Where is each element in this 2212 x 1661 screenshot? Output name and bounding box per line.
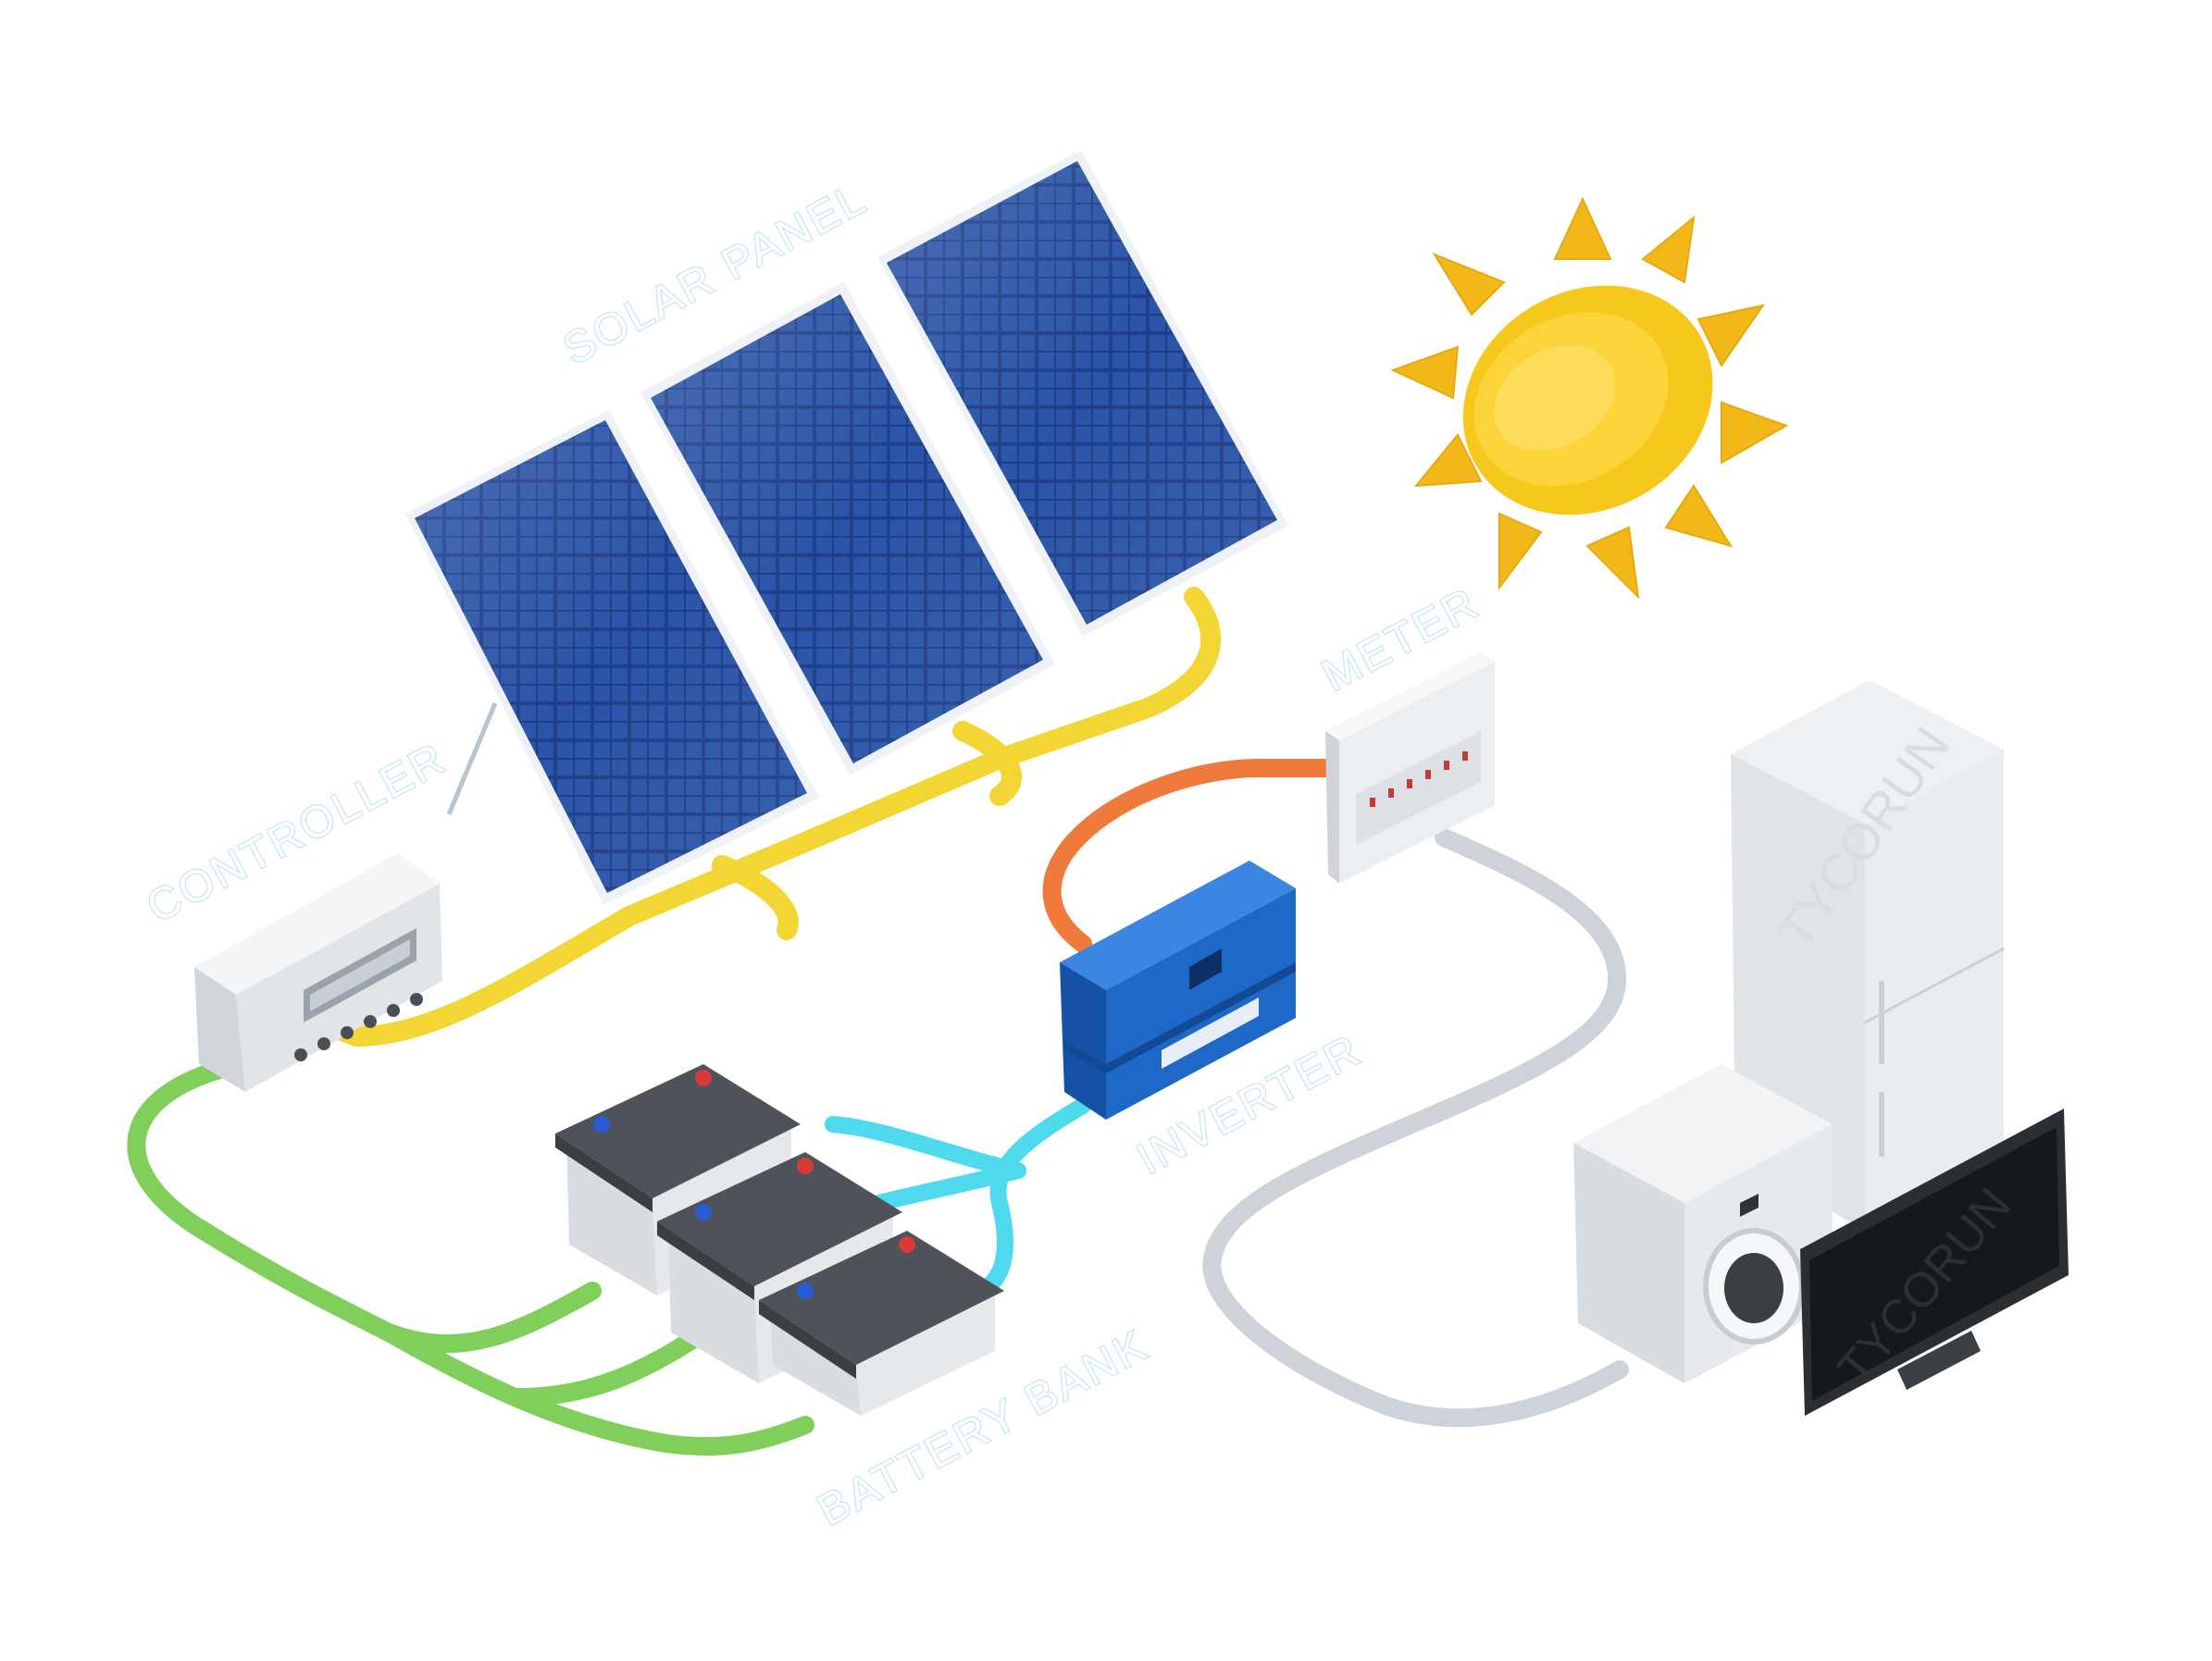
charge-controller <box>194 853 442 1092</box>
wire-inverter-to-meter <box>1042 758 1342 953</box>
battery-bank <box>555 1064 1004 1416</box>
meter-breakers <box>1370 751 1468 807</box>
wire-panel-to-controller <box>323 587 1222 1047</box>
solar-panel-2 <box>640 282 1055 775</box>
washing-machine <box>1573 1064 1833 1383</box>
washer-display <box>1740 1194 1758 1217</box>
controller-terminals <box>294 993 423 1061</box>
solar-panel-array <box>405 150 1288 905</box>
solar-panel-1 <box>405 410 819 905</box>
wire-meter-to-appliances <box>1202 828 1629 1428</box>
panel-mount-leg <box>446 702 498 815</box>
meter-panel <box>1325 652 1495 884</box>
wire-battery-to-inverter <box>825 1097 1091 1299</box>
sun-icon <box>1390 196 1789 600</box>
inverter-label-plate <box>1162 998 1259 1069</box>
refrigerator: TYCORUN <box>1731 680 2005 1231</box>
television: TYCORUN <box>1800 1109 2069 1416</box>
battery-3 <box>759 1231 1004 1416</box>
inverter <box>1060 861 1296 1120</box>
inverter-display <box>1189 948 1222 990</box>
solar-panel-3 <box>877 150 1288 637</box>
wire-battery-to-controller <box>127 1060 814 1456</box>
